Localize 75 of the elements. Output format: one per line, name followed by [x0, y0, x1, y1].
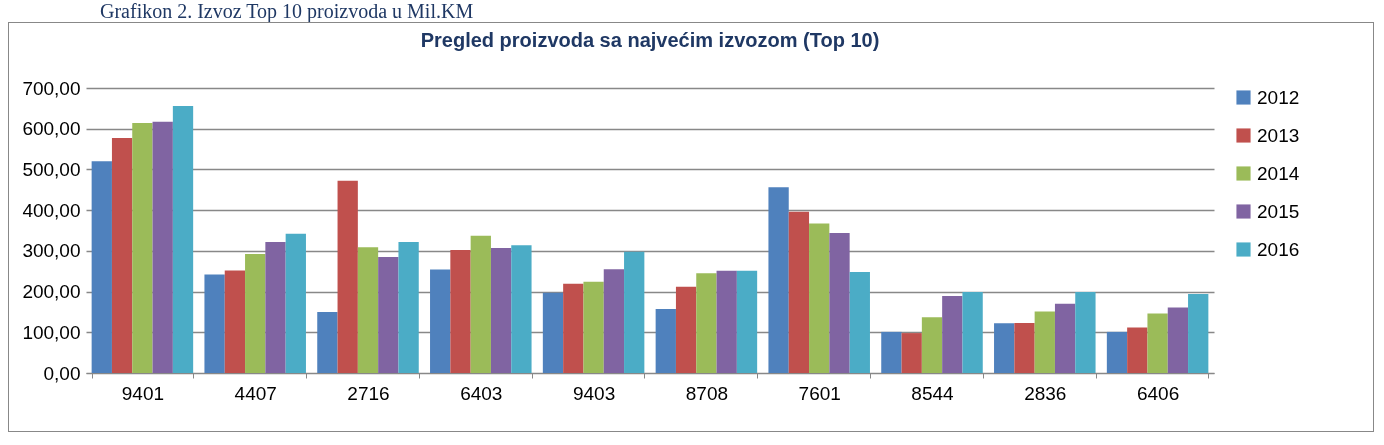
- bar: [563, 283, 584, 373]
- bar: [583, 281, 604, 373]
- y-tick-label: 600,00: [22, 118, 81, 140]
- y-tick-label: 500,00: [22, 158, 81, 180]
- x-tick-label: 4407: [234, 382, 277, 404]
- y-tick-label: 100,00: [22, 321, 81, 343]
- legend-label: 2015: [1257, 200, 1300, 222]
- bar: [675, 286, 697, 373]
- bar: [1054, 303, 1076, 373]
- bar: [921, 317, 943, 373]
- legend-label: 2014: [1257, 162, 1300, 184]
- bar: [111, 138, 133, 373]
- y-tick-label: 0,00: [43, 362, 81, 384]
- x-tick-label: 7601: [798, 382, 841, 404]
- bar: [849, 272, 870, 373]
- bar: [511, 245, 532, 373]
- bar: [1106, 331, 1128, 373]
- bar: [994, 323, 1015, 373]
- bar: [542, 292, 564, 373]
- bar: [490, 248, 512, 373]
- bar: [768, 187, 789, 373]
- bar: [357, 247, 379, 373]
- x-tick-label: 9403: [572, 382, 616, 404]
- y-tick-label: 300,00: [22, 240, 81, 262]
- bar: [1014, 322, 1035, 373]
- bar: [655, 309, 676, 373]
- bar: [378, 256, 399, 373]
- bar: [470, 235, 491, 373]
- bar: [829, 232, 850, 373]
- bar: [245, 254, 266, 373]
- bar: [809, 223, 830, 373]
- legend-label: 2016: [1257, 238, 1300, 260]
- y-tick-label: 200,00: [22, 281, 81, 303]
- bar: [172, 105, 194, 373]
- bar: [1188, 294, 1209, 373]
- bar: [285, 233, 306, 373]
- bar: [265, 241, 286, 373]
- bar: [337, 180, 358, 373]
- x-tick-label: 8708: [685, 382, 729, 404]
- x-tick-label: 2716: [347, 382, 390, 404]
- text: Grafikon 2. Izvoz Top 10 proizvoda u Mil.KM: [100, 0, 475, 22]
- x-tick-label: 2836: [1024, 382, 1067, 404]
- x-tick-label: 6406: [1136, 382, 1180, 404]
- legend-label: 2012: [1257, 86, 1300, 108]
- bar: [881, 331, 902, 373]
- bar: [204, 274, 225, 373]
- bar: [132, 123, 153, 373]
- chart-title: Pregled proizvoda sa najvećim izvozom (Top 10): [420, 29, 880, 51]
- legend-label: 2013: [1257, 124, 1300, 146]
- bar: [1127, 327, 1148, 373]
- bar: [942, 296, 963, 373]
- bar: [1147, 313, 1168, 373]
- bar: [1167, 307, 1189, 373]
- bar: [152, 121, 173, 373]
- bar: [736, 270, 758, 373]
- bar: [317, 311, 338, 373]
- x-tick-label: 8544: [911, 382, 955, 404]
- bar: [696, 273, 717, 373]
- bar: [901, 333, 922, 373]
- x-tick-label: 6403: [460, 382, 503, 404]
- bar: [398, 241, 419, 373]
- bar: [224, 270, 246, 373]
- bar: [788, 211, 810, 373]
- bar: [624, 251, 645, 373]
- bar: [603, 269, 625, 373]
- y-tick-label: 700,00: [22, 77, 81, 99]
- bar: [91, 161, 112, 373]
- bar: [430, 269, 451, 373]
- bar: [1034, 311, 1055, 373]
- x-tick-label: 9401: [121, 382, 165, 404]
- bar: [962, 291, 983, 373]
- bar: [450, 250, 471, 373]
- y-tick-label: 400,00: [22, 199, 81, 221]
- bar: [1075, 291, 1096, 373]
- bar: [716, 270, 737, 373]
